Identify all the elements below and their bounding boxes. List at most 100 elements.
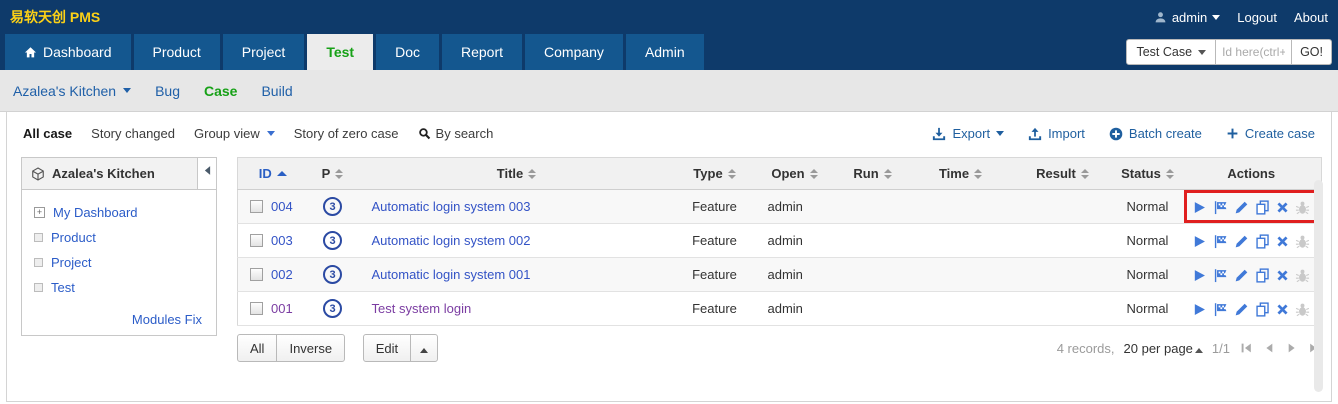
expand-icon[interactable] [34, 207, 45, 218]
tree-item-my-dashboard[interactable]: My Dashboard [34, 205, 204, 220]
tab-label: Test [326, 44, 355, 60]
delete-x-icon[interactable] [1276, 235, 1289, 248]
select-inverse-button[interactable]: Inverse [276, 334, 346, 362]
table-row[interactable]: 003 3 Automatic login system 002 Feature… [237, 223, 1322, 258]
product-selector[interactable]: Azalea's Kitchen [13, 83, 132, 99]
column-header-status[interactable]: Status [1113, 157, 1182, 190]
bug-icon [1295, 234, 1310, 249]
tab-doc[interactable]: Doc [376, 34, 439, 70]
column-header-type[interactable]: Type [675, 157, 754, 190]
tree-item-test[interactable]: Test [34, 280, 204, 295]
tab-project[interactable]: Project [222, 34, 305, 70]
edit-pencil-icon[interactable] [1234, 268, 1249, 283]
sort-icon [528, 168, 537, 179]
per-page-selector[interactable]: 20 per page [1124, 341, 1203, 356]
about-link[interactable]: About [1294, 9, 1328, 25]
edit-pencil-icon[interactable] [1234, 234, 1249, 249]
export-button[interactable]: Export [932, 126, 1005, 141]
copy-icon[interactable] [1255, 302, 1270, 317]
column-header-result[interactable]: Result [1011, 157, 1114, 190]
results-flag-icon[interactable] [1213, 200, 1228, 215]
row-checkbox[interactable] [250, 302, 263, 315]
scrollbar[interactable] [1314, 180, 1323, 392]
tree-item-label[interactable]: Product [51, 230, 96, 245]
tree-item-product[interactable]: Product [34, 230, 204, 245]
create-case-button[interactable]: Create case [1226, 126, 1315, 141]
filter-story-changed[interactable]: Story changed [91, 126, 175, 141]
subnav-item-bug[interactable]: Bug [155, 82, 180, 99]
edit-dropdown-button[interactable] [410, 334, 439, 362]
import-button[interactable]: Import [1028, 126, 1085, 141]
next-page-icon[interactable] [1285, 341, 1299, 355]
id-search-input[interactable] [1216, 39, 1293, 65]
tab-admin[interactable]: Admin [625, 34, 704, 70]
filter-group-view[interactable]: Group view [194, 126, 275, 141]
delete-x-icon[interactable] [1276, 269, 1289, 282]
column-header-p[interactable]: P [307, 157, 358, 190]
filter-story-zero-case[interactable]: Story of zero case [293, 126, 399, 141]
run-case-icon[interactable] [1192, 268, 1207, 283]
copy-icon[interactable] [1255, 234, 1270, 249]
tab-test[interactable]: Test [307, 34, 374, 70]
run-case-icon[interactable] [1192, 200, 1207, 215]
row-checkbox[interactable] [250, 234, 263, 247]
export-icon [932, 127, 946, 141]
sidebar-title: Azalea's Kitchen [52, 166, 155, 181]
copy-icon[interactable] [1255, 268, 1270, 283]
run-case-icon[interactable] [1192, 302, 1207, 317]
case-table-area: ID P Title Type Open Run Time Result Sta… [237, 157, 1322, 362]
case-title-link[interactable]: Automatic login system 002 [371, 233, 531, 248]
column-header-id[interactable]: ID [237, 157, 308, 190]
sidebar-collapse-button[interactable] [198, 157, 217, 190]
go-button[interactable]: GO! [1292, 39, 1332, 65]
edit-pencil-icon[interactable] [1234, 200, 1249, 215]
filter-by-search[interactable]: By search [418, 126, 493, 141]
column-header-title[interactable]: Title [357, 157, 676, 190]
tab-report[interactable]: Report [441, 34, 523, 70]
run-case-icon[interactable] [1192, 234, 1207, 249]
tab-product[interactable]: Product [133, 34, 220, 70]
table-row[interactable]: 004 3 Automatic login system 003 Feature… [237, 189, 1322, 224]
edit-pencil-icon[interactable] [1234, 302, 1249, 317]
case-title-link[interactable]: Test system login [371, 301, 472, 316]
tree-item-label[interactable]: Project [51, 255, 92, 270]
first-page-icon[interactable] [1239, 341, 1253, 355]
tab-label: Admin [644, 44, 685, 60]
subnav-item-build[interactable]: Build [261, 82, 293, 99]
case-id-link[interactable]: 002 [271, 267, 293, 282]
edit-button[interactable]: Edit [362, 334, 412, 362]
prev-page-icon[interactable] [1262, 341, 1276, 355]
subnav-item-case[interactable]: Case [204, 82, 238, 99]
results-flag-icon[interactable] [1213, 268, 1228, 283]
results-flag-icon[interactable] [1213, 302, 1228, 317]
select-all-button[interactable]: All [237, 334, 278, 362]
case-id-link[interactable]: 004 [271, 199, 293, 214]
tree-item-label[interactable]: My Dashboard [53, 205, 138, 220]
user-menu[interactable]: admin [1154, 10, 1221, 25]
search-scope-dropdown[interactable]: Test Case [1126, 39, 1217, 65]
case-title-link[interactable]: Automatic login system 003 [371, 199, 531, 214]
copy-icon[interactable] [1255, 200, 1270, 215]
modules-fix-link[interactable]: Modules Fix [131, 312, 202, 327]
delete-x-icon[interactable] [1276, 201, 1289, 214]
filter-all-case[interactable]: All case [23, 126, 73, 141]
logout-link[interactable]: Logout [1237, 9, 1278, 25]
case-id-link[interactable]: 003 [271, 233, 293, 248]
delete-x-icon[interactable] [1276, 303, 1289, 316]
tree-item-project[interactable]: Project [34, 255, 204, 270]
row-checkbox[interactable] [250, 200, 263, 213]
table-row[interactable]: 002 3 Automatic login system 001 Feature… [237, 257, 1322, 292]
batch-create-button[interactable]: Batch create [1109, 126, 1202, 141]
results-flag-icon[interactable] [1213, 234, 1228, 249]
sort-icon [727, 168, 736, 179]
tab-company[interactable]: Company [525, 34, 623, 70]
case-id-link[interactable]: 001 [271, 301, 293, 316]
row-checkbox[interactable] [250, 268, 263, 281]
tree-item-label[interactable]: Test [51, 280, 75, 295]
table-row[interactable]: 001 3 Test system login Feature admin No… [237, 291, 1322, 326]
tab-dashboard[interactable]: Dashboard [5, 34, 131, 70]
column-header-run[interactable]: Run [835, 157, 910, 190]
column-header-open[interactable]: Open [753, 157, 836, 190]
column-header-time[interactable]: Time [909, 157, 1012, 190]
case-title-link[interactable]: Automatic login system 001 [371, 267, 531, 282]
